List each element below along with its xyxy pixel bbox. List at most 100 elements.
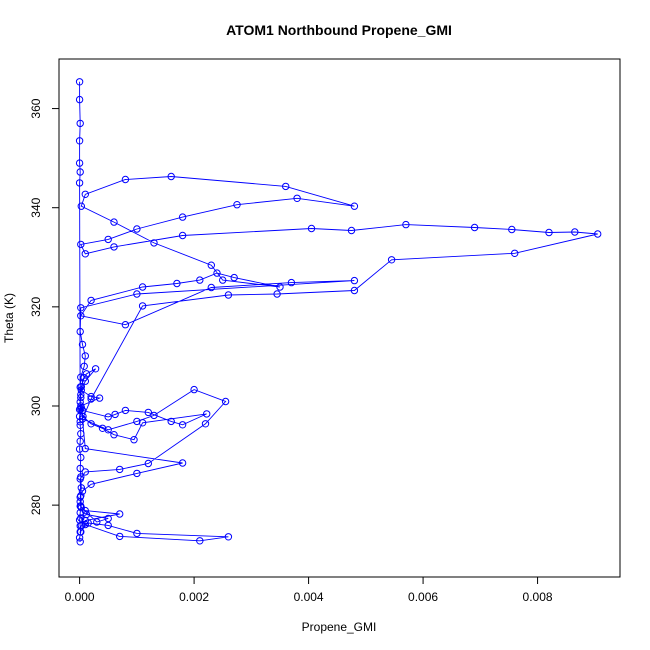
data-point — [77, 514, 85, 522]
data-point — [78, 487, 87, 495]
data-point — [207, 261, 216, 269]
x-tick-label: 0.008 — [523, 590, 553, 604]
data-point — [219, 276, 227, 284]
data-point — [138, 283, 147, 291]
data-point — [75, 445, 84, 453]
data-point — [167, 172, 175, 181]
data-point — [76, 464, 84, 473]
data-point — [196, 276, 204, 284]
data-point — [207, 283, 216, 292]
data-point — [282, 182, 290, 191]
data-point — [75, 95, 84, 104]
data-point — [201, 420, 210, 428]
data-point — [133, 529, 141, 538]
data-point — [173, 279, 181, 288]
data-point — [93, 518, 101, 526]
data-point — [77, 484, 86, 492]
data-point — [76, 528, 84, 536]
x-axis-label: Propene_GMI — [302, 620, 377, 634]
data-point — [293, 194, 301, 203]
data-point — [95, 394, 104, 402]
data-point — [76, 119, 84, 128]
data-point — [82, 370, 91, 378]
data-point — [104, 521, 112, 530]
data-point — [81, 468, 90, 476]
data-point — [508, 225, 516, 234]
data-point — [111, 410, 119, 419]
data-point — [77, 202, 86, 210]
x-tick-label: 0.004 — [294, 590, 324, 604]
y-axis-label: Theta (K) — [2, 293, 16, 343]
x-tick-label: 0.000 — [65, 590, 95, 604]
data-point — [110, 218, 118, 226]
data-point — [87, 392, 95, 401]
data-point — [77, 240, 85, 249]
y-axis: 280 300 320 340 360 — [29, 98, 60, 515]
data-point — [224, 533, 233, 541]
data-point — [75, 137, 84, 145]
data-point — [133, 290, 141, 298]
x-tick-label: 0.002 — [179, 590, 209, 604]
data-point — [77, 453, 85, 462]
data-point — [594, 230, 602, 238]
data-point — [76, 502, 84, 510]
data-point — [150, 239, 158, 247]
data-point — [81, 250, 90, 258]
data-point — [350, 286, 359, 295]
data-point — [104, 235, 112, 244]
data-point — [350, 202, 359, 210]
data-point — [287, 278, 296, 287]
data-point — [77, 304, 85, 312]
data-point — [104, 413, 112, 421]
data-point — [307, 224, 316, 233]
data-point — [91, 365, 100, 373]
data-point — [75, 78, 84, 86]
data-point — [402, 220, 410, 229]
y-tick-label: 300 — [29, 396, 43, 416]
data-point — [87, 296, 95, 305]
data-point — [75, 179, 84, 187]
data-point — [133, 417, 141, 426]
data-point — [144, 459, 153, 468]
data-point — [276, 283, 284, 291]
data-point — [76, 475, 84, 483]
data-point — [76, 398, 84, 406]
data-point — [110, 243, 118, 251]
data-point — [133, 469, 141, 478]
x-tick-label: 0.006 — [408, 590, 438, 604]
data-point — [470, 223, 479, 232]
data-point — [77, 403, 86, 412]
data-point — [116, 510, 124, 518]
data-point — [178, 231, 187, 240]
data-point — [116, 465, 124, 474]
series-layer — [75, 78, 602, 546]
y-tick-label: 280 — [29, 495, 43, 515]
data-point — [221, 397, 230, 406]
data-point — [571, 228, 579, 236]
data-point — [75, 405, 84, 414]
x-axis: 0.000 0.002 0.004 0.006 0.008 — [65, 576, 553, 604]
data-point — [77, 373, 85, 381]
y-tick-label: 340 — [29, 197, 43, 217]
data-point — [80, 374, 88, 382]
data-point — [203, 410, 211, 418]
data-point — [224, 291, 233, 299]
data-point — [178, 459, 187, 467]
chart-title: ATOM1 Northbound Propene_GMI — [226, 22, 452, 38]
data-point — [230, 273, 238, 282]
data-point — [87, 420, 95, 428]
data-point — [81, 190, 90, 199]
data-point — [77, 393, 85, 402]
data-point — [81, 352, 90, 360]
data-point — [81, 377, 90, 385]
data-point — [511, 249, 519, 258]
data-point — [77, 312, 85, 320]
data-point — [76, 383, 84, 391]
data-point — [82, 510, 91, 519]
data-point — [76, 437, 84, 445]
data-point — [178, 421, 187, 429]
data-point — [233, 201, 241, 209]
data-point — [138, 302, 147, 310]
data-point — [76, 418, 84, 426]
